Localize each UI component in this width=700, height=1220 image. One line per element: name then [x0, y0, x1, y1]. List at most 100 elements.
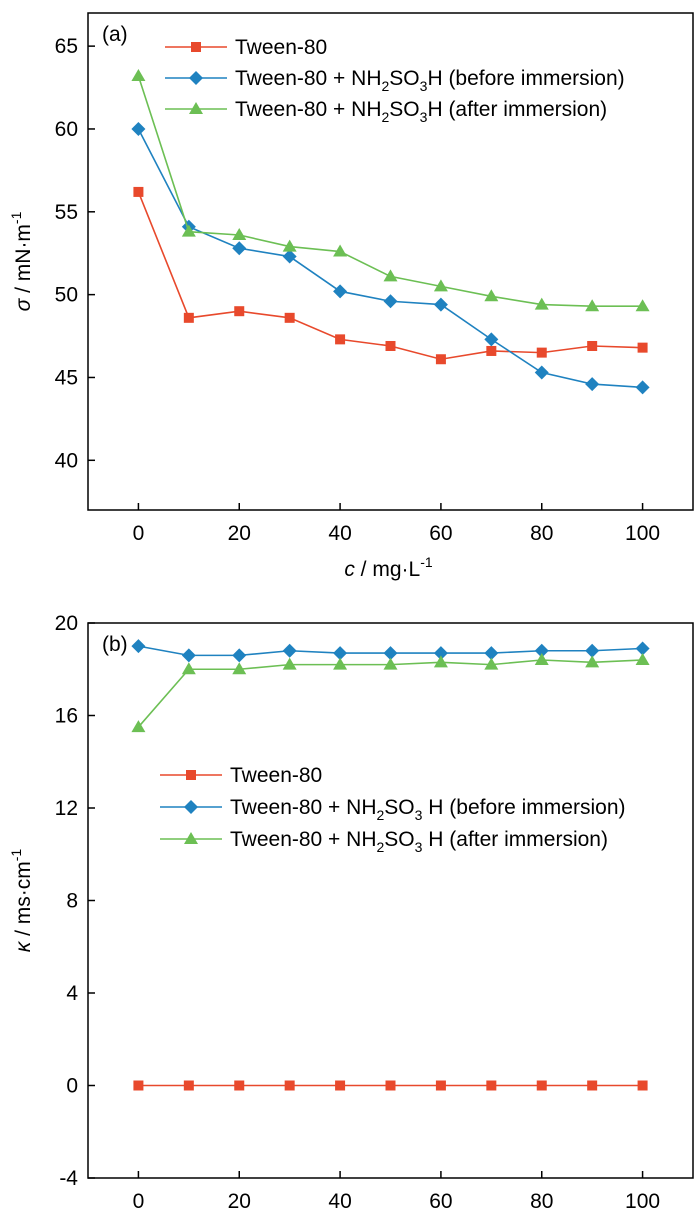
legend-label: Tween-80 + NH2SO3H (before immersion) [235, 67, 625, 94]
series-1: Tween-80 [133, 764, 648, 1091]
y-axis-unit-exponent: -1 [8, 211, 24, 224]
data-point [383, 657, 398, 670]
series-2: Tween-80 + NH2SO3 H (before immersion) [131, 639, 650, 823]
data-point [133, 186, 144, 197]
data-point [484, 657, 499, 670]
legend-text-part: SO [389, 67, 419, 90]
y-tick-label: 40 [55, 449, 78, 472]
x-tick-label: 0 [133, 522, 145, 545]
data-point [335, 334, 346, 345]
data-point [383, 294, 398, 309]
x-tick-label: 20 [228, 522, 251, 545]
data-point [587, 1080, 598, 1091]
data-point [486, 1080, 497, 1091]
data-point [181, 662, 196, 675]
legend-text-part: H (after immersion) [422, 828, 608, 851]
data-point [385, 1080, 396, 1091]
data-point [335, 1080, 346, 1091]
data-point [131, 68, 146, 81]
data-point [484, 332, 499, 347]
data-point [585, 299, 600, 312]
x-tick-label: 80 [530, 522, 553, 545]
data-point [435, 354, 446, 365]
y-axis-variable: κ [12, 940, 35, 952]
legend-subscript: 2 [382, 78, 390, 94]
x-axis-variable: c [344, 558, 355, 581]
series-3: Tween-80 + NH2SO3H (after immersion) [131, 68, 650, 312]
data-point [181, 648, 196, 663]
y-axis-title: σ / mN·m-1 [8, 211, 35, 311]
data-point [484, 646, 499, 661]
legend-subscript: 3 [420, 109, 428, 125]
x-axis-unit-exponent: -1 [420, 554, 433, 570]
data-point [534, 365, 549, 380]
data-point [133, 1080, 144, 1091]
legend-label: Tween-80 [235, 36, 327, 59]
y-tick-label: -4 [59, 1167, 78, 1190]
data-point [282, 643, 297, 658]
legend-marker [189, 102, 203, 114]
data-point [433, 646, 448, 661]
data-point [234, 1080, 245, 1091]
plot-frame [87, 12, 694, 511]
y-tick-label: 65 [55, 35, 78, 58]
legend-marker [186, 770, 196, 780]
legend-label: Tween-80 + NH2SO3 H (before immersion) [230, 796, 626, 823]
data-point [282, 657, 297, 670]
legend-text-part: Tween-80 + NH [235, 98, 382, 121]
data-point [183, 312, 194, 323]
data-point [181, 224, 196, 237]
panel-label: (b) [102, 633, 128, 656]
data-point [333, 244, 348, 257]
y-axis-unit: / ms·cm [12, 861, 35, 941]
data-point [536, 1080, 547, 1091]
data-point [232, 241, 247, 256]
series-line [137, 659, 643, 728]
legend-marker [189, 71, 203, 85]
legend-marker [191, 42, 201, 52]
x-tick-label: 40 [328, 522, 351, 545]
data-point [232, 662, 247, 675]
legend-subscript: 2 [377, 807, 385, 823]
data-point [433, 279, 448, 292]
data-point [534, 297, 549, 310]
y-axis-variable: σ [12, 297, 35, 311]
legend-text-part: Tween-80 [235, 36, 327, 59]
data-point [536, 347, 547, 358]
data-point [534, 643, 549, 658]
data-point [234, 306, 245, 317]
data-point [284, 1080, 295, 1091]
legend-subscript: 2 [382, 109, 390, 125]
x-tick-label: 40 [328, 1190, 351, 1213]
legend-subscript: 3 [420, 78, 428, 94]
data-point [333, 646, 348, 661]
legend-label: Tween-80 + NH2SO3 H (after immersion) [230, 828, 608, 855]
y-tick-label: 60 [55, 118, 78, 141]
data-point [284, 312, 295, 323]
data-point [383, 646, 398, 661]
data-point [585, 655, 600, 668]
legend-text-part: H (before immersion) [427, 67, 624, 90]
legend-text-part: Tween-80 + NH [235, 67, 382, 90]
x-axis-title: c / mg·L-1 [344, 554, 433, 581]
series-2: Tween-80 + NH2SO3H (before immersion) [131, 67, 650, 395]
y-tick-label: 16 [55, 705, 78, 728]
x-axis-unit: / mg·L [355, 558, 420, 581]
data-point [635, 380, 650, 395]
data-point [131, 121, 146, 136]
data-point [635, 641, 650, 656]
data-point [433, 655, 448, 668]
plot-frame [87, 622, 694, 1179]
legend-text-part: SO [384, 828, 414, 851]
data-point [637, 342, 648, 353]
y-tick-label: 55 [55, 201, 78, 224]
data-point [333, 657, 348, 670]
data-point [484, 289, 499, 302]
x-tick-label: 60 [429, 1190, 452, 1213]
x-tick-label: 80 [530, 1190, 553, 1213]
x-tick-label: 60 [429, 522, 452, 545]
data-point [585, 377, 600, 392]
data-point [383, 269, 398, 282]
